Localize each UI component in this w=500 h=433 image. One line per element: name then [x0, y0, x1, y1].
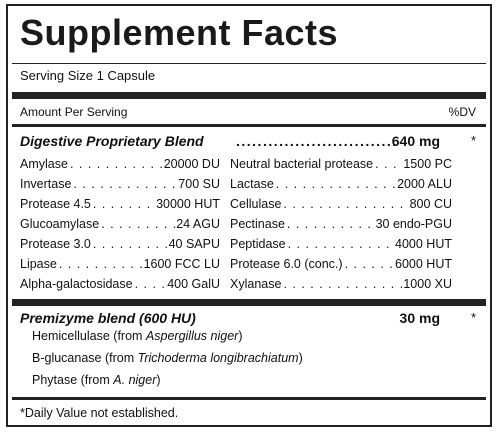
item-text: )	[238, 329, 243, 343]
ingredient-name: Peptidase	[230, 237, 286, 251]
ingredient-name: Protease 4.5	[20, 197, 91, 211]
ingredient-name: Xylanase	[230, 277, 282, 291]
item-text: B-glucanase (from	[32, 351, 138, 365]
leader-dots: . . . . . . . . . . . . . . . . . . . . …	[283, 277, 403, 291]
divider	[12, 124, 486, 127]
ingredient-row: Glucoamylase. . . . . . . . . . . . . . …	[20, 217, 220, 231]
leader-dots: . . . . . . . . . . . . . . . . . . . . …	[58, 257, 144, 271]
panel-title: Supplement Facts	[20, 12, 339, 53]
ingredient-row: Alpha-galactosidase. . . . . . . . . . .…	[20, 277, 220, 291]
ingredient-value: 20000 DU	[163, 157, 220, 171]
leader-dots: . . . . . . . . . . . . . . . . . . . . …	[283, 197, 409, 211]
ingredient-value: 6000 HUT	[395, 257, 452, 271]
item-text: Hemicellulase (from	[32, 329, 146, 343]
species-name: Aspergillus niger	[145, 329, 239, 343]
ingredient-row: Lipase. . . . . . . . . . . . . . . . . …	[20, 257, 220, 271]
ingredient-name: Cellulase	[230, 197, 282, 211]
ingredient-name: Amylase	[20, 157, 68, 171]
ingredient-value: 1500 PC	[403, 157, 452, 171]
amount-per-serving-label: Amount Per Serving	[20, 105, 128, 119]
dv-header: %DV	[448, 105, 476, 119]
ingredient-value: 400 GalU	[167, 277, 220, 291]
ingredient-value: 30000 HUT	[156, 197, 220, 211]
ingredient-row: Protease 4.5. . . . . . . . . . . . . . …	[20, 197, 220, 211]
ingredient-value: 40 SAPU	[168, 237, 220, 251]
leader-dots: . . . . . . . . . . . . . . . . . . . . …	[101, 217, 176, 231]
ingredient-row: Pectinase. . . . . . . . . . . . . . . .…	[230, 217, 452, 231]
ingredient-value: 4000 HUT	[395, 237, 452, 251]
digestive-blend-name: Digestive Proprietary Blend	[20, 133, 204, 149]
ingredient-name: Lipase	[20, 257, 57, 271]
leader-dots: . . . . . . . . . . . . . . . . . . . . …	[286, 217, 376, 231]
serving-size: Serving Size 1 Capsule	[20, 68, 156, 83]
ingredient-name: Pectinase	[230, 217, 285, 231]
leader-dots: . . . . . . . . . . . . . . . . . . . . …	[69, 157, 164, 171]
thick-divider	[12, 92, 486, 99]
divider	[12, 63, 486, 64]
premizyme-item: Phytase (from A. niger)	[32, 373, 161, 387]
thick-divider	[12, 299, 486, 306]
ingredient-row: Neutral bacterial protease. . . . . . . …	[230, 157, 452, 171]
ingredient-value: 1000 XU	[403, 277, 452, 291]
ingredient-name: Glucoamylase	[20, 217, 100, 231]
leader-dots: . . . . . . . . . . . . . . . . . . . . …	[275, 177, 397, 191]
species-name: Trichoderma longibrachiatum	[137, 351, 299, 365]
digestive-blend-amount: 640 mg	[391, 133, 440, 149]
ingredient-row: Lactase. . . . . . . . . . . . . . . . .…	[230, 177, 452, 191]
premizyme-blend-name: Premizyme blend (600 HU)	[20, 310, 196, 326]
ingredient-value: 2000 ALU	[397, 177, 452, 191]
leader-dots: . . . . . . . . . . . . . . . . . . . . …	[92, 197, 156, 211]
premizyme-item: B-glucanase (from Trichoderma longibrach…	[32, 351, 303, 365]
leader-dots: . . . . . . . . . . . . . . . . . . . . …	[287, 237, 395, 251]
leader-dots: . . . . . . . . . . . . . . . . . . . . …	[92, 237, 169, 251]
ingredient-name: Invertase	[20, 177, 72, 191]
item-text: )	[156, 373, 161, 387]
species-name: A. niger	[113, 373, 157, 387]
item-text: Phytase (from	[32, 373, 114, 387]
ingredient-value: 24 AGU	[176, 217, 220, 231]
ingredient-value: 700 SU	[178, 177, 220, 191]
leader-dots: . . . . . . . . . . . . . . . . . . . . …	[134, 277, 168, 291]
divider	[12, 397, 486, 400]
ingredient-value: 800 CU	[409, 197, 452, 211]
premizyme-item: Hemicellulase (from Aspergillus niger)	[32, 329, 243, 343]
footnote: *Daily Value not established.	[20, 406, 179, 420]
ingredient-name: Lactase	[230, 177, 274, 191]
ingredient-row: Cellulase. . . . . . . . . . . . . . . .…	[230, 197, 452, 211]
leader-dots: ........................................…	[236, 133, 398, 149]
ingredient-name: Neutral bacterial protease	[230, 157, 374, 171]
digestive-blend-dv: *	[470, 133, 476, 148]
ingredient-row: Amylase. . . . . . . . . . . . . . . . .…	[20, 157, 220, 171]
premizyme-blend-amount: 30 mg	[399, 310, 440, 326]
ingredient-value: 30 endo-PGU	[375, 217, 452, 231]
ingredient-row: Invertase. . . . . . . . . . . . . . . .…	[20, 177, 220, 191]
ingredient-row: Protease 6.0 (conc.). . . . . . . . . . …	[230, 257, 452, 271]
supplement-facts-panel: Supplement Facts Serving Size 1 Capsule …	[6, 4, 492, 427]
premizyme-blend-dv: *	[470, 310, 476, 325]
ingredient-row: Peptidase. . . . . . . . . . . . . . . .…	[230, 237, 452, 251]
ingredient-row: Protease 3.0. . . . . . . . . . . . . . …	[20, 237, 220, 251]
ingredient-name: Protease 6.0 (conc.)	[230, 257, 343, 271]
leader-dots: . . . . . . . . . . . . . . . . . . . . …	[344, 257, 395, 271]
ingredient-value: 1600 FCC LU	[143, 257, 220, 271]
ingredient-name: Protease 3.0	[20, 237, 91, 251]
item-text: )	[298, 351, 303, 365]
ingredient-row: Xylanase. . . . . . . . . . . . . . . . …	[230, 277, 452, 291]
ingredient-name: Alpha-galactosidase	[20, 277, 133, 291]
leader-dots: . . . . . . . . . . . . . . . . . . . . …	[375, 157, 403, 171]
leader-dots: . . . . . . . . . . . . . . . . . . . . …	[73, 177, 178, 191]
